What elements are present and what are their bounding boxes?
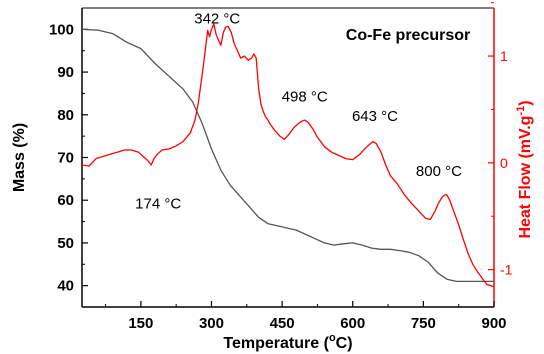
x-axis-label-main: Temperature ( [223,335,329,352]
heat-flow-line [81,23,495,288]
y2-tick-label: 1 [500,48,508,64]
x-axis-label: Temperature (oC) [223,332,352,352]
y-tick-label: 100 [49,21,74,38]
y-tick-label: 50 [57,235,74,252]
x-tick-label: 300 [199,315,224,332]
y2-tick-label: 0 [500,155,508,171]
annotation-label: 498 °C [282,88,328,105]
chart-title: Co-Fe precursor [346,27,470,44]
x-tick-label: 900 [481,315,506,332]
mass-line [81,28,494,283]
x-tick-label: 750 [411,315,436,332]
y2-axis-label-superscript: -1 [515,106,527,116]
annotation-label: 800 °C [416,163,462,180]
x-axis-label-superscript: o [329,332,336,344]
y-tick-label: 40 [57,278,74,295]
y-axis-label: Mass (%) [11,123,28,192]
x-tick-label: 450 [270,315,295,332]
y2-axis-label-main: Heat Flow (mV.g [517,116,534,239]
series-layer [81,23,495,288]
labels-layer: Co-Fe precursor Temperature (oC) Mass (%… [11,10,534,352]
y2-axis-label: Heat Flow (mV.g-1) [515,100,534,238]
x-axis-label-end: C) [336,335,353,352]
y-tick-label: 70 [57,150,74,167]
annotation-label: 643 °C [352,108,398,125]
axes: 150 300 450 600 750 900 40 50 60 70 80 90 100 -1 0 1 [49,2,513,332]
y2-tick-label: -1 [500,262,513,278]
annotation-label: 174 °C [135,195,181,212]
x-tick-label: 600 [340,315,365,332]
x-tick-label: 150 [128,315,153,332]
y-tick-label: 90 [57,64,74,81]
y-tick-label: 60 [57,192,74,209]
annotation-label: 342 °C [194,10,240,27]
y-tick-label: 80 [57,107,74,124]
y2-axis-label-end: ) [517,100,534,105]
